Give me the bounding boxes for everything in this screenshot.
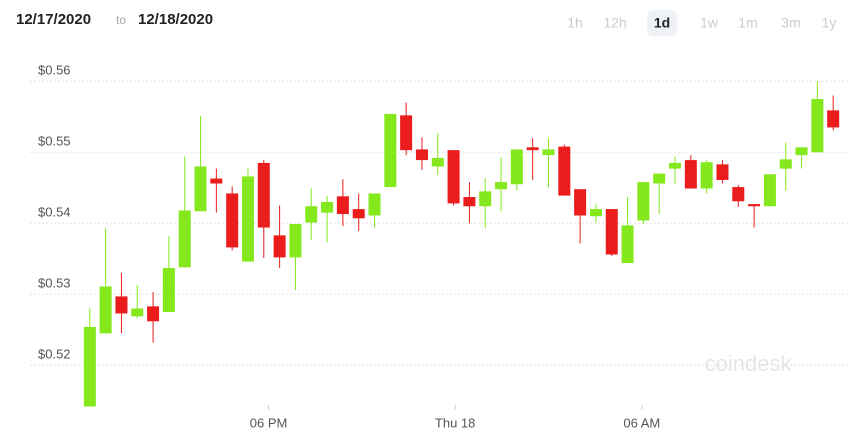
candle-body [669,162,682,169]
candle-body [147,306,160,322]
candle-body [226,193,239,248]
y-tick-label: $0.56 [38,63,71,78]
candle-body [400,115,413,151]
candle-body [779,159,792,169]
x-tick-label: 06 AM [623,415,660,430]
candle-body [653,173,666,184]
range-button[interactable]: 1w [700,15,719,31]
range-button[interactable]: 1y [822,15,837,31]
candle-body [700,162,713,189]
candle-body [194,166,207,212]
range-button[interactable]: 3m [781,15,800,31]
range-button[interactable]: 1d [654,15,670,31]
candle-body [510,149,523,185]
candle-body [210,178,223,184]
date-from: 12/17/2020 [16,11,91,28]
candle-body [178,210,191,268]
watermark: coindesk [705,351,793,376]
candle-body [257,162,270,228]
candle-body [526,147,539,151]
x-tick-label: 06 PM [250,415,288,430]
y-tick-label: $0.54 [38,205,71,220]
y-tick-label: $0.53 [38,276,71,291]
candle-body [241,176,254,262]
candle-body [162,268,175,313]
candle-body [763,174,776,207]
candle-body [716,164,729,180]
y-tick-label: $0.52 [38,347,71,362]
candle-body [811,99,824,153]
candle-body [795,147,808,156]
candle-body [431,157,444,167]
candle-body [479,191,492,207]
candle-body [827,110,840,128]
date-to: 12/18/2020 [138,11,213,28]
candle-body [621,225,634,264]
candle-body [131,308,144,317]
candle-body [748,204,761,207]
candle-body [447,150,460,204]
candle-body [605,209,618,255]
candle-body [542,149,555,156]
candle-body [415,149,428,161]
x-tick-label: Thu 18 [435,415,475,430]
y-tick-label: $0.55 [38,134,71,149]
candle-body [289,223,302,258]
range-button[interactable]: 12h [603,15,626,31]
candle-body [463,197,476,207]
range-highlight [647,10,677,36]
candle-body [115,296,128,314]
candle-body [336,196,349,215]
range-selector: 1h 12h 1d 1w 1m 3m 1y [567,10,836,36]
candle-body [99,286,112,334]
candle-body [305,206,318,223]
candle-body [732,187,745,202]
candle-body [558,146,571,196]
candle-body [384,113,397,188]
candle-body [368,193,381,216]
candle-body [684,160,697,189]
range-button[interactable]: 1m [738,15,757,31]
candle-body [321,201,334,213]
candle-body [273,235,286,258]
candle-body [589,209,602,217]
date-to-word: to [116,13,126,27]
candle-body [83,326,96,407]
candle-body [574,189,587,216]
candle-body [495,182,508,190]
range-button[interactable]: 1h [567,15,583,31]
candle-body [637,182,650,221]
candle-body [352,209,365,219]
